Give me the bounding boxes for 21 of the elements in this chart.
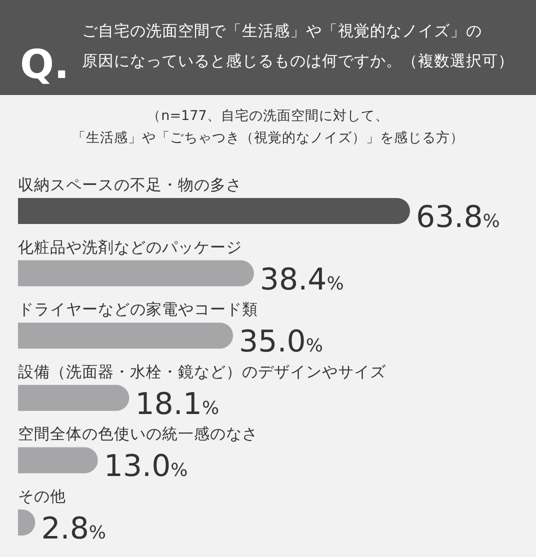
bar	[18, 322, 234, 349]
data-label: 38.4%	[260, 262, 344, 298]
y-tick-label: 空間全体の色使いの統一感のなさ	[18, 425, 258, 444]
data-label: 2.8%	[41, 512, 106, 546]
y-tick-label: 設備（洗面器・水栓・鏡など）のデザインやサイズ	[18, 362, 387, 381]
chart-subtitle: （n=177、自宅の洗面空間に対して、	[147, 108, 389, 124]
text: 「生活感」や「ごちゃつき（視覚的なノイズ）」を感じる方）	[72, 130, 464, 146]
bar	[18, 260, 254, 286]
text: Q.	[20, 42, 70, 88]
y-tick-label: その他	[18, 488, 66, 506]
y-tick-label: 収納スペースの不足・物の多さ	[18, 176, 242, 194]
y-tick-label: 化粧品や洗剤などのパッケージ	[18, 238, 242, 256]
y-tick-label: ドライヤーなどの家電やコード類	[18, 300, 258, 319]
bar	[18, 384, 130, 411]
bar	[18, 198, 410, 224]
data-label: 35.0%	[239, 324, 323, 360]
bar	[18, 447, 98, 474]
data-label: 63.8%	[416, 200, 500, 235]
data-label: 18.1%	[135, 386, 220, 422]
chart-title: ご自宅の洗面空間で「生活感」や「視覚的なノイズ」の原因になっていると感じるものは何ですか。（複数選択可）	[82, 22, 514, 70]
data-label: 13.0%	[104, 449, 188, 484]
